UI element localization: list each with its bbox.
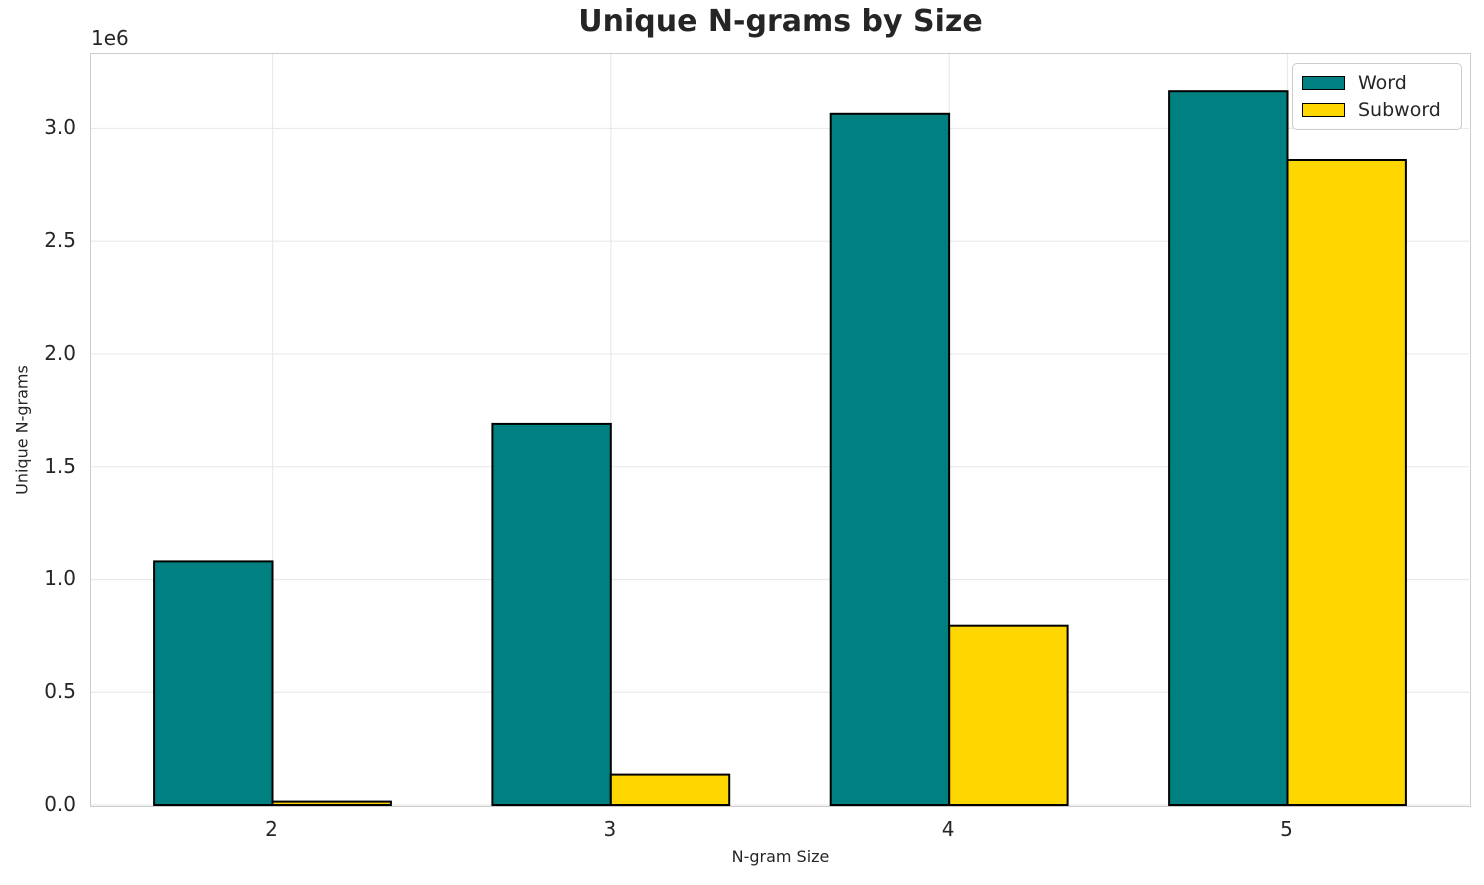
x-tick-label: 2 [265, 817, 278, 841]
chart-title: Unique N-grams by Size [578, 4, 983, 39]
plot-area [90, 53, 1471, 807]
y-axis-offset-text: 1e6 [91, 26, 129, 50]
bar-subword-3 [609, 773, 731, 806]
bar-subword-4 [948, 624, 1069, 807]
x-tick-label: 3 [603, 817, 617, 841]
x-tick-label: 5 [1280, 817, 1293, 841]
x-tick-label: 4 [941, 817, 955, 841]
legend-item-subword: Subword [1302, 99, 1451, 121]
legend-label-word: Word [1358, 72, 1407, 94]
bar-word-5 [1168, 90, 1289, 806]
word-series-swatch [1302, 76, 1345, 90]
y-tick-label: 2.5 [44, 228, 76, 253]
y-tick-label: 0.0 [44, 792, 76, 816]
legend-item-word: Word [1302, 72, 1451, 94]
bar-word-3 [491, 422, 612, 806]
subword-series-swatch [1302, 103, 1345, 117]
legend: Word Subword [1292, 63, 1462, 130]
y-tick-label: 2.0 [44, 340, 76, 365]
x-axis-label: N-gram Size [731, 847, 830, 866]
bar-subword-2 [271, 800, 392, 806]
y-tick-label: 1.0 [44, 566, 76, 591]
bar-word-2 [153, 560, 274, 806]
bar-word-4 [829, 112, 951, 807]
bar-chart-canvas [91, 54, 1469, 807]
y-tick-label: 0.5 [44, 679, 76, 704]
y-tick-label: 3.0 [44, 115, 76, 140]
y-tick-label: 1.5 [44, 453, 76, 478]
legend-label-subword: Subword [1358, 99, 1441, 121]
bar-subword-5 [1286, 159, 1407, 806]
